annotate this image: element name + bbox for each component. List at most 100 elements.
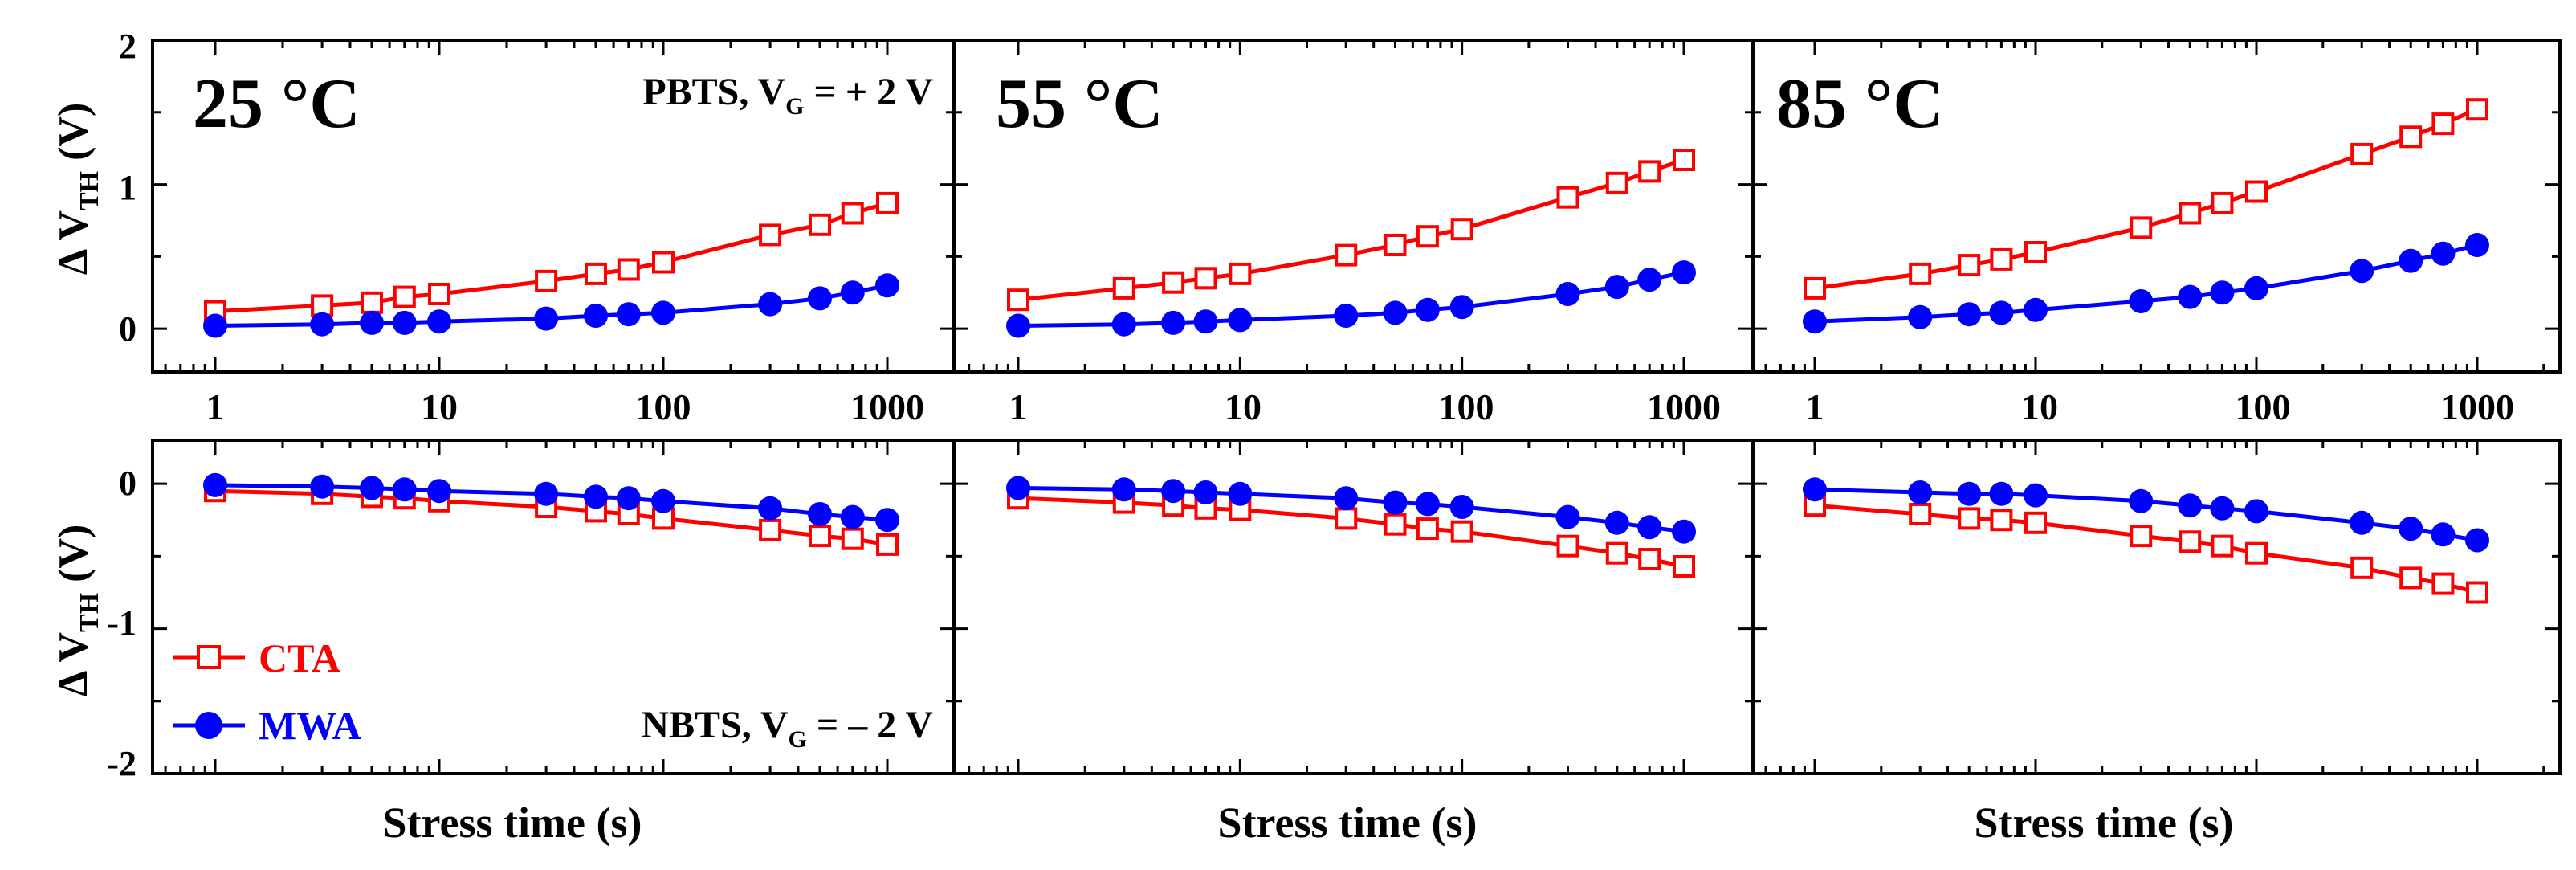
data-point-mwa (2399, 248, 2423, 273)
data-point-cta (393, 285, 416, 308)
data-point-mwa (2024, 483, 2048, 508)
data-point-mwa (1908, 304, 1933, 329)
nbts-annotation: NBTS, VG = – 2 V (641, 704, 933, 753)
data-point-cta (1990, 247, 2013, 271)
data-point-cta (1416, 517, 1439, 541)
data-point-cta (2024, 241, 2047, 263)
data-point-mwa (616, 486, 641, 511)
data-point-cta (809, 213, 831, 236)
data-point-cta (1335, 507, 1358, 530)
data-point-mwa (1989, 300, 2014, 325)
x-tick-label: 100 (2236, 386, 2291, 427)
data-point-mwa (392, 310, 417, 335)
x-tick-label: 1 (206, 386, 225, 427)
data-point-cta (2245, 180, 2268, 203)
panel-frame (1751, 439, 2562, 775)
data-point-cta (1194, 267, 1217, 290)
data-point-mwa (360, 310, 384, 335)
data-point-mwa (1908, 480, 1933, 504)
y-tick-label: -2 (107, 744, 137, 783)
data-point-mwa (1957, 302, 1982, 327)
y-tick-label: 0 (119, 309, 137, 349)
data-point-mwa (1383, 490, 1408, 515)
data-point-cta (2466, 581, 2488, 604)
data-point-cta (2130, 216, 2153, 239)
y-tick-label: 2 (119, 27, 137, 66)
data-point-mwa (1006, 476, 1030, 500)
data-point-mwa (1161, 479, 1186, 504)
y-axis-label-bottom: Δ VTH (V) (51, 525, 104, 697)
data-point-mwa (534, 481, 559, 506)
data-point-cta (2245, 541, 2268, 565)
data-point-mwa (1228, 308, 1253, 333)
data-point-mwa (1415, 492, 1440, 517)
data-point-mwa (1449, 495, 1474, 519)
panel-title-25: 25 °C (193, 65, 361, 143)
data-point-cta (2211, 534, 2234, 558)
data-point-cta (2399, 125, 2423, 149)
data-point-mwa (1449, 295, 1474, 320)
x-axis-label-1: Stress time (s) (383, 799, 642, 847)
data-point-mwa (534, 306, 559, 331)
data-point-mwa (1161, 310, 1186, 335)
data-point-cta (617, 258, 640, 281)
data-point-mwa (2350, 510, 2374, 535)
y-tick-label: -1 (107, 603, 137, 643)
data-point-cta (876, 533, 899, 556)
data-point-cta (841, 202, 864, 225)
legend-label-cta: CTA (259, 635, 340, 680)
data-point-mwa (1637, 268, 1662, 292)
legend-label-mwa: MWA (259, 703, 361, 748)
panel-title-85: 85 °C (1776, 65, 1944, 143)
data-point-cta (759, 223, 782, 247)
data-point-cta (809, 525, 831, 548)
x-tick-label: 100 (1439, 386, 1494, 427)
data-point-cta (2399, 566, 2423, 590)
data-point-mwa (2350, 259, 2374, 284)
data-point-mwa (2465, 233, 2489, 257)
data-point-mwa (360, 476, 384, 500)
x-axis-label-3: Stress time (s) (1975, 799, 2234, 847)
panel-title-55: 55 °C (996, 65, 1164, 143)
data-point-cta (1673, 149, 1695, 171)
data-point-cta (2179, 202, 2202, 225)
data-point-mwa (2210, 496, 2235, 521)
data-point-mwa (758, 496, 783, 521)
data-point-cta (1605, 541, 1628, 565)
data-point-mwa (427, 479, 451, 504)
data-point-mwa (203, 472, 227, 497)
x-tick-label: 10 (1225, 386, 1262, 427)
data-point-cta (1958, 507, 1981, 530)
x-tick-label: 1000 (2440, 386, 2514, 427)
data-point-cta (759, 518, 782, 541)
y-axis-label-top: Δ VTH (V) (51, 103, 104, 276)
data-point-cta (2350, 556, 2374, 579)
data-point-mwa (1193, 480, 1218, 504)
data-point-cta (1229, 262, 1252, 285)
data-point-mwa (875, 273, 899, 298)
frames-layer (151, 39, 2562, 775)
data-point-mwa (808, 502, 832, 526)
data-point-mwa (1672, 519, 1696, 544)
data-point-mwa (584, 304, 608, 328)
data-point-cta (652, 251, 675, 274)
data-point-mwa (875, 508, 899, 533)
x-tick-label: 1000 (1647, 386, 1721, 427)
data-point-cta (428, 283, 450, 305)
data-point-mwa (1193, 309, 1218, 334)
data-point-mwa (2024, 297, 2048, 322)
data-point-cta (1556, 186, 1579, 209)
data-point-mwa (616, 302, 641, 327)
x-tick-label: 10 (421, 386, 458, 427)
legend-marker-mwa (195, 712, 222, 739)
data-point-cta (1450, 520, 1473, 543)
data-point-mwa (2431, 522, 2456, 547)
data-point-mwa (2178, 493, 2203, 518)
data-point-mwa (2399, 517, 2423, 541)
data-point-cta (2179, 530, 2202, 553)
data-point-mwa (1957, 481, 1982, 506)
data-point-cta (2024, 511, 2047, 534)
x-tick-label: 10 (2021, 386, 2058, 427)
data-point-mwa (1989, 481, 2014, 506)
data-point-mwa (2178, 284, 2203, 309)
